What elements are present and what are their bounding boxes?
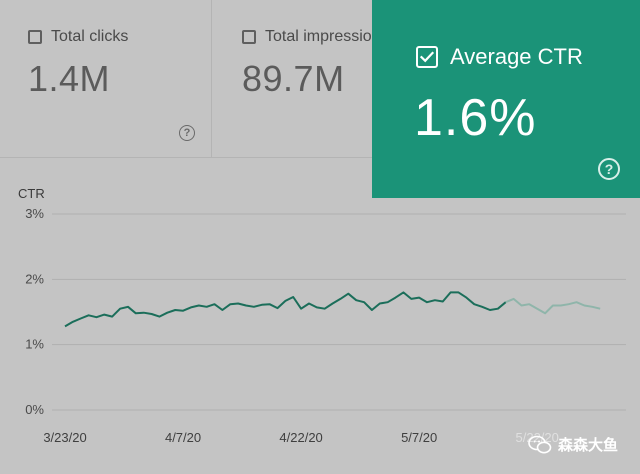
total-impressions-card[interactable]: Total impressions 89.7M (212, 0, 372, 158)
x-tick-label: 4/7/20 (165, 430, 201, 445)
total-impressions-label: Total impressions (265, 28, 372, 45)
total-clicks-card[interactable]: Total clicks 1.4M ? (0, 0, 212, 158)
wechat-watermark: 森森大鱼 (528, 434, 618, 455)
x-tick-label: 5/7/20 (401, 430, 437, 445)
wechat-icon (528, 435, 552, 453)
x-tick-label: 5/22/20 (516, 430, 559, 445)
ctr-series-line (64, 291, 507, 328)
help-icon[interactable]: ? (179, 125, 195, 141)
y-tick-label: 1% (25, 337, 44, 352)
average-ctr-value: 1.6% (414, 89, 537, 147)
total-impressions-toggle[interactable]: Total impressions (242, 28, 372, 46)
y-axis-label: CTR (18, 186, 45, 201)
y-tick-label: 3% (25, 206, 44, 221)
watermark-text: 森森大鱼 (557, 437, 618, 454)
total-clicks-label: Total clicks (51, 28, 129, 45)
checked-checkbox-icon[interactable] (416, 46, 438, 68)
y-tick-label: 2% (25, 271, 44, 286)
ctr-series-line-faded (505, 297, 601, 315)
total-clicks-value: 1.4M (28, 58, 111, 99)
total-clicks-toggle[interactable]: Total clicks (28, 28, 128, 46)
help-icon[interactable]: ? (598, 158, 620, 180)
x-tick-label: 4/22/20 (279, 430, 322, 445)
total-impressions-checkbox[interactable] (242, 30, 256, 44)
total-impressions-value: 89.7M (242, 58, 345, 99)
x-tick-label: 3/23/20 (43, 430, 86, 445)
total-clicks-checkbox[interactable] (28, 30, 42, 44)
average-ctr-label: Average CTR (450, 44, 583, 69)
y-tick-label: 0% (25, 402, 44, 417)
average-ctr-card[interactable]: Average CTR 1.6% ? (372, 0, 640, 198)
average-ctr-toggle[interactable]: Average CTR (416, 44, 583, 70)
